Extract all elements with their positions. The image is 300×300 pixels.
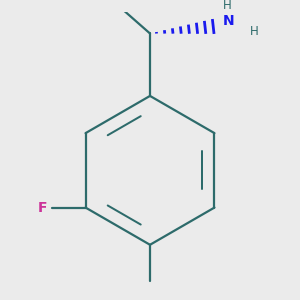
Text: H: H xyxy=(223,0,232,12)
Text: H: H xyxy=(250,25,259,38)
Text: F: F xyxy=(38,201,47,214)
Text: N: N xyxy=(223,14,234,28)
